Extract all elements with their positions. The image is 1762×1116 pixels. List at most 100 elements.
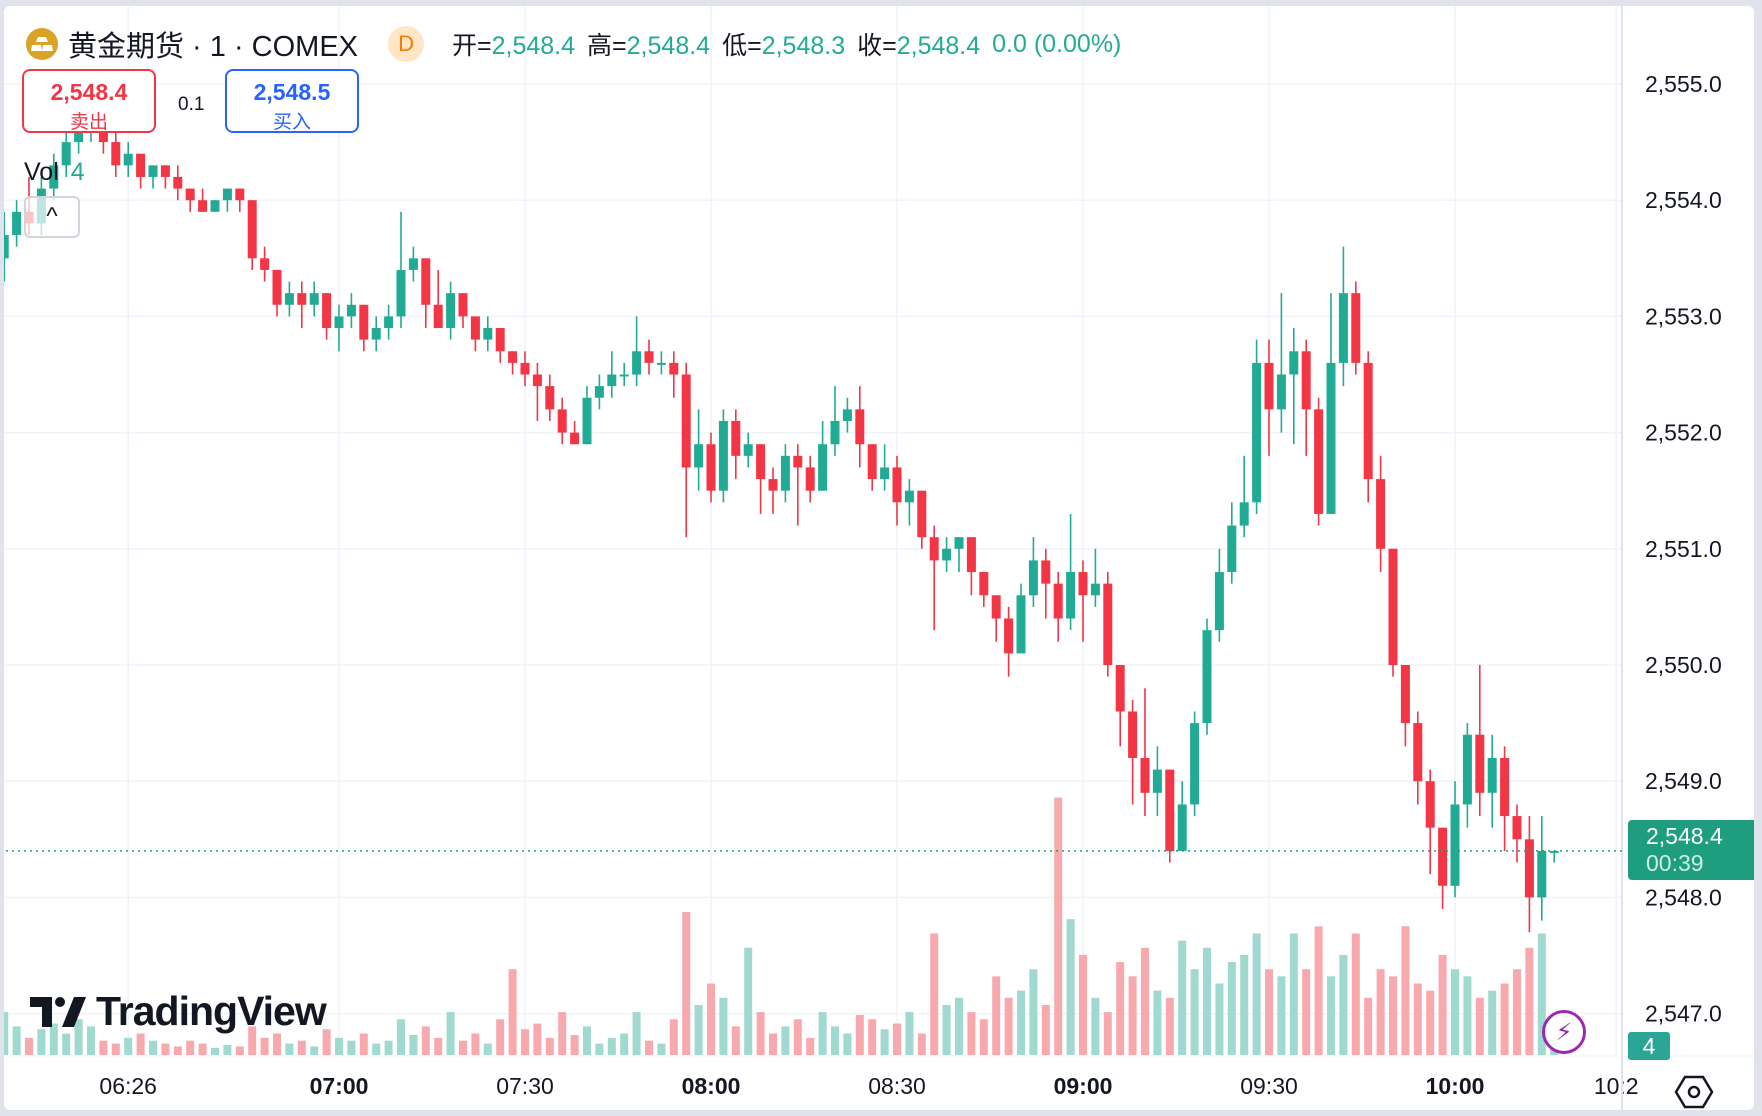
volume-bar [855,1014,864,1055]
volume-bar [161,1043,170,1055]
candle-up [1252,362,1262,503]
candle-down [508,351,518,363]
candle-down [272,269,282,305]
candle-down [322,293,332,329]
candle-up [1450,804,1460,886]
candle-down [136,153,146,177]
volume-bar [756,1012,765,1055]
volume-bar [1289,933,1298,1055]
low-value: 2,548.3 [761,32,846,60]
volume-bar [198,1043,207,1055]
candle-up [842,409,852,421]
y-tick-label: 2,552.0 [1645,420,1722,446]
volume-bar [781,1026,790,1055]
x-tick-label: 10:00 [1426,1073,1485,1099]
buy-button[interactable]: 2,548.5 买入 [225,69,359,133]
volume-bar [235,1046,244,1055]
lightning-icon[interactable]: ⚡︎ [1542,1010,1586,1054]
volume-bar [25,1037,33,1055]
ohlc-close: 收=2,548.4 [857,26,980,62]
candle-up [818,444,828,491]
candle-up [743,444,753,456]
y-tick-label: 2,551.0 [1645,536,1722,562]
candle-up [582,397,592,445]
x-tick-label: 07:30 [496,1073,554,1099]
candle-down [706,444,716,491]
change-value: 0.0 (0.00%) [992,29,1122,58]
volume-bar [1203,947,1211,1055]
y-tick-label: 2,547.0 [1645,1001,1722,1027]
tradingview-logo-icon [30,996,86,1027]
candle-up [1016,595,1026,654]
volume-bar [1376,969,1385,1055]
candle-down [1524,839,1534,898]
volume-bar [1364,997,1373,1055]
volume-bar [111,1043,120,1055]
candle-down [1363,362,1373,480]
volume-bar [211,1047,219,1055]
candle-up [1338,293,1348,363]
volume-bar [335,1037,343,1055]
volume-bar [1004,997,1013,1055]
candle-up [1177,804,1187,851]
volume-legend[interactable]: Vol 4 [24,158,85,187]
candle-down [532,374,542,387]
candle-down [1314,409,1324,514]
volume-bar [1339,954,1348,1055]
candle-down [867,444,877,480]
close-label: 收= [857,32,897,60]
brand-name: TradingView [96,988,327,1034]
candle-down [433,304,443,329]
candle-down [1264,362,1274,410]
low-label: 低= [722,32,762,60]
volume-bar [186,1040,195,1055]
volume-bar [1116,962,1125,1055]
volume-bar [459,1040,467,1055]
candle-up [446,293,456,329]
candle-down [247,200,257,259]
candle-up [1326,362,1336,514]
candle-up [1202,630,1212,724]
candle-down [570,432,580,445]
sell-button[interactable]: 2,548.4 卖出 [22,69,156,133]
volume-bar [1537,933,1546,1055]
delayed-badge[interactable]: D [388,26,425,62]
candle-down [1041,560,1051,584]
tradingview-logo[interactable]: TradingView [30,988,327,1035]
collapse-legend-button[interactable]: ^ [24,196,80,238]
x-tick-label: 10:2 [1594,1073,1639,1099]
volume-bar [992,976,1001,1055]
buy-label: 买入 [272,112,311,133]
volume-bar [521,1029,529,1055]
legend-header: 黄金期货 · 1 · COMEX D 开=2,548.4 高=2,548.4 低… [26,24,1133,64]
candle-down [235,188,245,201]
candle-down [1413,723,1423,782]
candlestick-chart[interactable]: 2,555.0 2,554.0 2,553.0 2,552.0 2,551.0 2,550… [4,6,1754,1110]
volume-bar [4,1012,9,1055]
candle-down [731,420,741,456]
candle-up [607,374,617,387]
volume-bar [49,1023,58,1055]
candle-down [198,200,208,212]
volume-bar [1277,976,1286,1055]
candle-up [1549,850,1559,853]
settings-icon[interactable] [1674,1074,1714,1110]
candle-down [1004,618,1014,654]
volume-bar [583,1026,591,1055]
volume-bar [1488,990,1497,1055]
candle-down [793,455,803,468]
x-tick-label: 09:30 [1240,1073,1298,1099]
volume-bar [223,1044,232,1055]
candle-down [1128,711,1138,758]
volume-bar [347,1040,356,1055]
open-label: 开= [452,32,492,60]
volume-bar [1141,947,1149,1055]
symbol-title[interactable]: 黄金期货 · 1 · COMEX [68,31,359,63]
spread-value: 0.1 [178,94,205,115]
ohlc-high: 高=2,548.4 [587,26,710,62]
volume-bar [1178,940,1187,1055]
candle-up [1227,525,1237,573]
volume-bar [669,1019,678,1055]
volume-bar [620,1033,629,1055]
volume-bar [607,1037,616,1055]
